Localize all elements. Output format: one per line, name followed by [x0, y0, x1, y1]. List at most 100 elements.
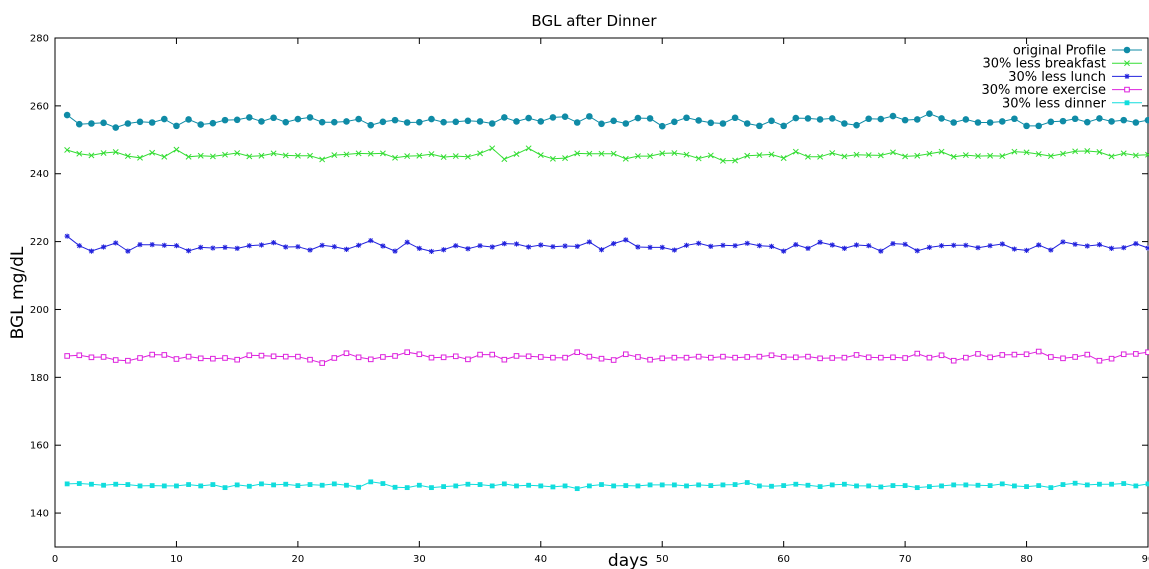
- data-point: [404, 153, 411, 160]
- data-point: [501, 481, 507, 487]
- data-point: [489, 145, 496, 152]
- y-tick-label: 140: [30, 509, 49, 520]
- data-point: [610, 117, 617, 125]
- data-point: [246, 483, 252, 489]
- data-point: [926, 150, 933, 157]
- data-point: [1108, 118, 1115, 125]
- data-point: [246, 114, 253, 121]
- data-point: [283, 244, 289, 250]
- legend-marker: [1124, 73, 1130, 79]
- data-point: [744, 240, 750, 246]
- data-point: [441, 247, 447, 253]
- data-point: [549, 114, 557, 121]
- data-point: [586, 353, 593, 360]
- data-point: [1072, 241, 1078, 247]
- data-point: [744, 354, 751, 360]
- data-point: [658, 122, 666, 130]
- data-point: [173, 356, 180, 362]
- data-point: [161, 153, 168, 160]
- data-point: [865, 115, 872, 123]
- data-point: [890, 149, 896, 156]
- data-point: [392, 248, 398, 254]
- data-point: [234, 150, 241, 156]
- data-point: [537, 152, 544, 159]
- data-point: [890, 483, 896, 488]
- data-point: [1133, 351, 1139, 357]
- data-point: [890, 354, 896, 361]
- y-tick-label: 240: [30, 169, 49, 180]
- data-point: [987, 354, 993, 361]
- data-point: [258, 118, 265, 125]
- data-point: [574, 243, 580, 249]
- data-point: [684, 483, 689, 489]
- data-point: [513, 118, 520, 125]
- data-point: [550, 484, 556, 490]
- data-point: [804, 115, 812, 122]
- legend-marker: [1124, 60, 1130, 67]
- data-point: [793, 242, 799, 248]
- data-point: [950, 357, 957, 364]
- data-point: [198, 483, 204, 489]
- data-point: [148, 119, 156, 126]
- data-point: [708, 243, 714, 249]
- data-point: [999, 352, 1006, 358]
- data-point: [914, 485, 920, 491]
- data-point: [599, 482, 604, 487]
- data-point: [1072, 480, 1078, 486]
- data-point: [1036, 242, 1042, 248]
- data-point: [732, 354, 738, 361]
- data-point: [221, 116, 229, 124]
- data-point: [938, 148, 945, 155]
- data-point: [792, 148, 799, 155]
- data-point: [574, 150, 581, 157]
- x-tick-label: 80: [1020, 554, 1033, 565]
- data-point: [817, 153, 824, 160]
- data-point: [428, 151, 435, 158]
- data-point: [696, 482, 702, 488]
- data-point: [622, 120, 630, 127]
- data-point: [246, 243, 252, 249]
- data-point: [926, 110, 933, 117]
- data-point: [1145, 481, 1149, 487]
- data-point: [962, 152, 969, 159]
- data-point: [185, 248, 192, 254]
- data-point: [1072, 354, 1078, 360]
- data-point: [356, 484, 362, 490]
- data-point: [659, 150, 666, 157]
- data-point: [453, 243, 459, 249]
- data-point: [465, 246, 471, 252]
- data-point: [429, 485, 434, 491]
- data-point: [975, 482, 981, 488]
- data-point: [707, 152, 714, 159]
- data-point: [76, 481, 82, 486]
- data-point: [64, 481, 70, 487]
- data-point: [1047, 153, 1054, 160]
- data-point: [270, 114, 277, 122]
- data-point: [598, 247, 605, 253]
- data-point: [561, 113, 569, 121]
- data-point: [526, 244, 532, 250]
- data-point: [125, 482, 131, 487]
- data-point: [403, 119, 411, 126]
- data-point: [1108, 153, 1115, 160]
- data-point: [1096, 242, 1103, 248]
- data-point: [137, 483, 143, 489]
- data-point: [380, 481, 386, 486]
- data-point: [416, 245, 422, 251]
- data-point: [999, 481, 1005, 487]
- data-point: [465, 481, 471, 487]
- data-point: [634, 114, 642, 122]
- data-point: [64, 353, 70, 359]
- data-point: [1121, 481, 1127, 486]
- data-point: [379, 150, 386, 157]
- data-point: [76, 352, 83, 359]
- data-point: [441, 484, 447, 489]
- data-point: [464, 117, 472, 125]
- data-point: [732, 482, 738, 487]
- data-point: [950, 119, 957, 126]
- data-point: [963, 354, 969, 361]
- data-point: [1084, 482, 1090, 488]
- data-point: [209, 119, 217, 127]
- data-point: [271, 482, 276, 488]
- data-point: [282, 118, 290, 126]
